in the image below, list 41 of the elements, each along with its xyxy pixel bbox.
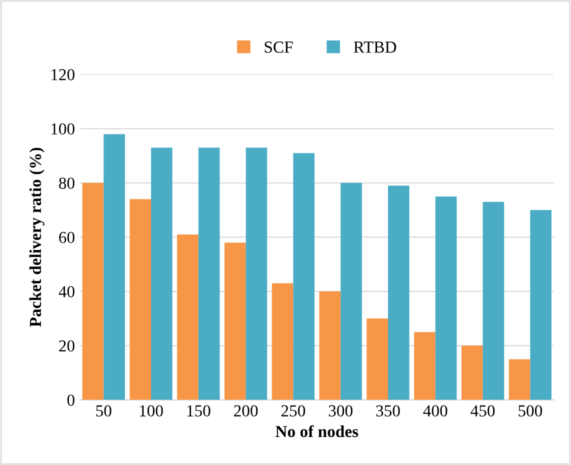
- bar: [293, 153, 315, 400]
- x-tick-label: 500: [518, 405, 542, 416]
- x-tick-label: 400: [423, 405, 448, 416]
- y-tick-label: 0: [67, 394, 74, 406]
- y-tick-label: 60: [59, 232, 74, 244]
- legend-label: SCF: [264, 42, 293, 53]
- bar: [435, 196, 457, 400]
- bar: [82, 182, 104, 400]
- legend-label: RTBD: [354, 42, 396, 53]
- bar: [366, 318, 388, 400]
- y-tick-label: 80: [59, 178, 74, 189]
- bar: [340, 182, 362, 400]
- y-axis-title: Packet delivery ratio (%): [29, 148, 45, 327]
- bar: [246, 148, 268, 400]
- bar: [508, 359, 530, 400]
- x-tick-label: 450: [470, 405, 495, 416]
- x-tick-label: 350: [376, 405, 400, 416]
- y-tick-label: 100: [52, 123, 74, 135]
- x-tick-label: 50: [96, 405, 112, 416]
- y-tick-label: 40: [58, 286, 74, 298]
- x-tick-label: 250: [281, 405, 306, 416]
- bar: [461, 346, 483, 400]
- x-tick-label: 100: [140, 405, 163, 416]
- bar: [104, 134, 125, 400]
- bar: [151, 148, 172, 400]
- bar: [482, 202, 504, 400]
- bar: [319, 291, 341, 400]
- y-tick-label: 20: [59, 340, 74, 352]
- x-tick-label: 150: [187, 405, 210, 416]
- bar: [414, 332, 436, 400]
- x-tick-label: 200: [234, 405, 258, 416]
- bar: [388, 186, 410, 400]
- bar: [530, 210, 552, 400]
- y-tick-label: 120: [52, 69, 74, 80]
- bar: [198, 148, 220, 400]
- bar: [224, 242, 246, 400]
- bar: [272, 283, 294, 400]
- bar: [130, 199, 152, 400]
- x-tick-label: 300: [328, 405, 352, 416]
- bar: [177, 234, 198, 400]
- x-axis-title: No of nodes: [276, 425, 358, 438]
